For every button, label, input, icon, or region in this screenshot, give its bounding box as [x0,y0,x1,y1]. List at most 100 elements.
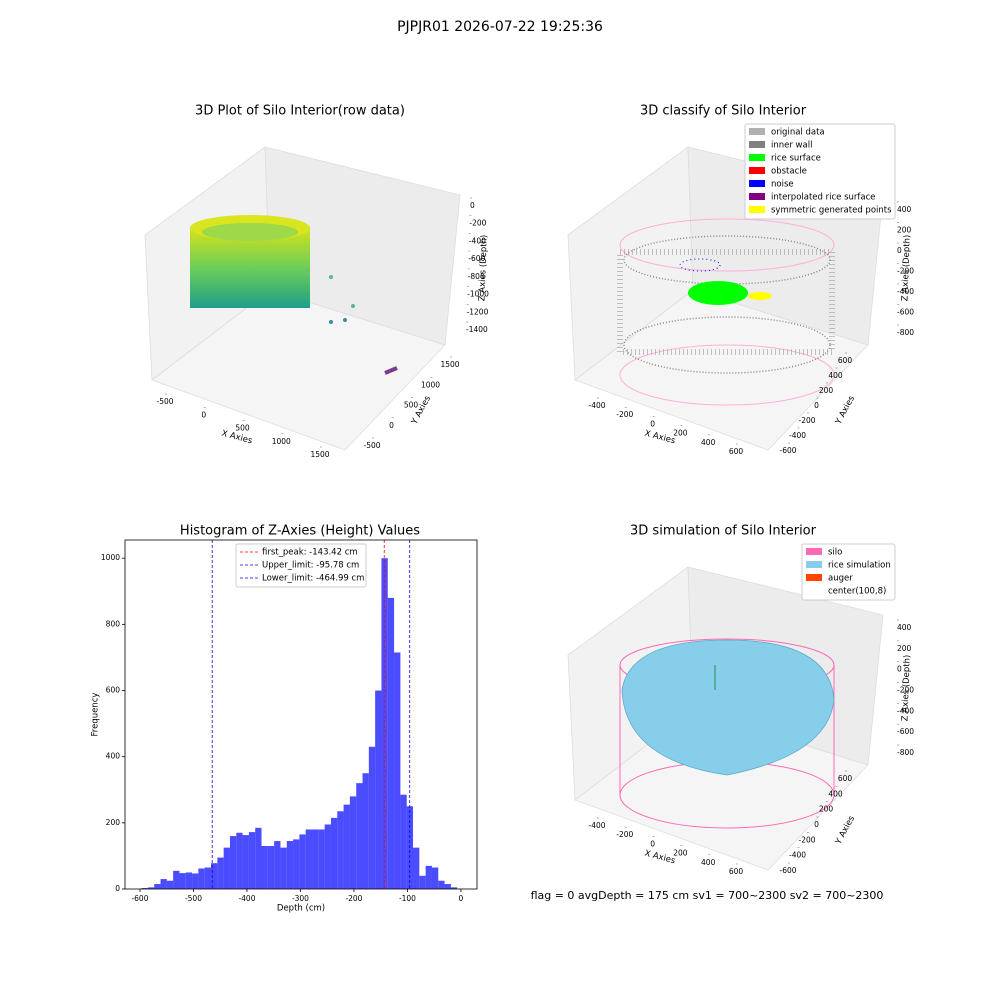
bar [356,783,363,889]
bar [179,873,186,889]
y-tick-label: 400 [828,789,843,798]
y-tick-label: -600 [779,446,796,455]
z-tick-label: 200 [897,226,912,235]
y-tick-label: 400 [106,752,121,761]
z-tick-label: 200 [897,644,912,653]
bar [444,884,451,889]
bar [198,868,205,889]
bar [255,827,262,889]
z-axis-label: Z Axies (Depth) [900,655,912,722]
bar [438,880,445,889]
bar [431,867,439,889]
bar [368,746,376,889]
x-tick-label: -300 [292,894,309,903]
bar [280,847,287,889]
bar [154,884,161,889]
legend-box [801,543,896,601]
legend-label: silo [828,548,842,558]
bar [229,836,237,889]
legend-swatch [749,141,765,148]
x-tick-label: 200 [673,429,688,438]
y-tick-label: 600 [838,356,853,365]
y-tick-label: 0 [814,401,819,410]
legend-label: symmetric generated points [771,206,892,216]
x-tick-label: -400 [588,821,605,830]
x-tick-label: 600 [729,867,744,876]
z-tick-label: -200 [897,267,914,276]
bar [185,872,193,889]
bar [217,857,224,889]
bar [173,870,180,889]
z-tick-label: -600 [897,308,914,317]
legend-swatch [806,587,822,594]
x-tick-label: 600 [729,447,744,456]
bar [274,841,281,889]
bar [305,829,313,889]
bar [192,873,199,889]
bar [223,847,230,889]
legend-label: original data [771,128,825,138]
bar [400,794,407,889]
y-tick-label: 1000 [101,553,120,562]
y-axis-label: Y Axies [409,394,433,427]
y-tick-label: -400 [789,851,806,860]
bar [141,888,148,889]
legend-swatch [806,574,822,581]
z-tick-label: 400 [897,623,912,632]
legend-label: interpolated rice surface [771,193,876,203]
footer: flag = 0 avgDepth = 175 cm sv1 = 700~230… [531,889,884,902]
z-tick-label: -600 [897,727,914,736]
x-tick-label: -600 [131,894,148,903]
bar [387,597,395,889]
bar [450,887,458,889]
bar [375,690,382,889]
bar [425,865,432,889]
axes-title: 3D simulation of Silo Interior [630,524,817,539]
legend-swatch [749,180,765,187]
x-tick-label: -200 [616,830,633,839]
z-tick-label: -400 [897,287,914,296]
y-tick-label: 600 [106,686,121,695]
z-tick-label: -400 [469,236,486,245]
bar [349,796,357,889]
bar [242,835,249,889]
z-tick-label: 0 [470,201,475,210]
x-tick-label: 400 [701,858,716,867]
z-tick-label: -1400 [466,325,488,334]
y-axis-label: Y Axies [833,394,857,427]
y-tick-label: 800 [106,619,121,628]
x-tick-label: 1000 [272,437,291,446]
bar [318,829,325,889]
y-tick-label: 1500 [440,360,459,369]
bar [204,867,212,889]
y-axis-label: Frequency [91,693,101,737]
bar [293,839,300,889]
x-axis-label: Depth (cm) [277,904,325,914]
z-tick-label: 400 [897,205,912,214]
bar [160,879,167,889]
z-axis-label: Z Axies (Depth) [900,235,912,302]
bar [413,847,420,889]
x-tick-label: 200 [673,849,688,858]
bar [248,832,256,889]
plot-frame [124,539,478,890]
z-tick-label: -800 [897,748,914,757]
x-tick-label: 0 [201,410,206,419]
y-tick-label: 200 [106,818,121,827]
z-tick-label: 0 [897,665,902,674]
y-tick-label: 500 [404,401,419,410]
x-tick-label: 400 [701,438,716,447]
z-axis-label: Z Axies (Depth) [477,235,489,302]
x-tick-label: 0 [459,894,464,903]
legend-label: noise [771,180,794,190]
bar [261,845,268,889]
y-tick-label: -500 [363,441,380,450]
legend-label: rice surface [771,154,821,164]
z-tick-label: -800 [897,328,914,337]
z-tick-label: -200 [469,219,486,228]
x-tick-label: -400 [588,401,605,410]
y-tick-label: -200 [798,835,815,844]
z-tick-label: -1000 [467,290,489,299]
y-tick-label: 0 [115,884,120,893]
